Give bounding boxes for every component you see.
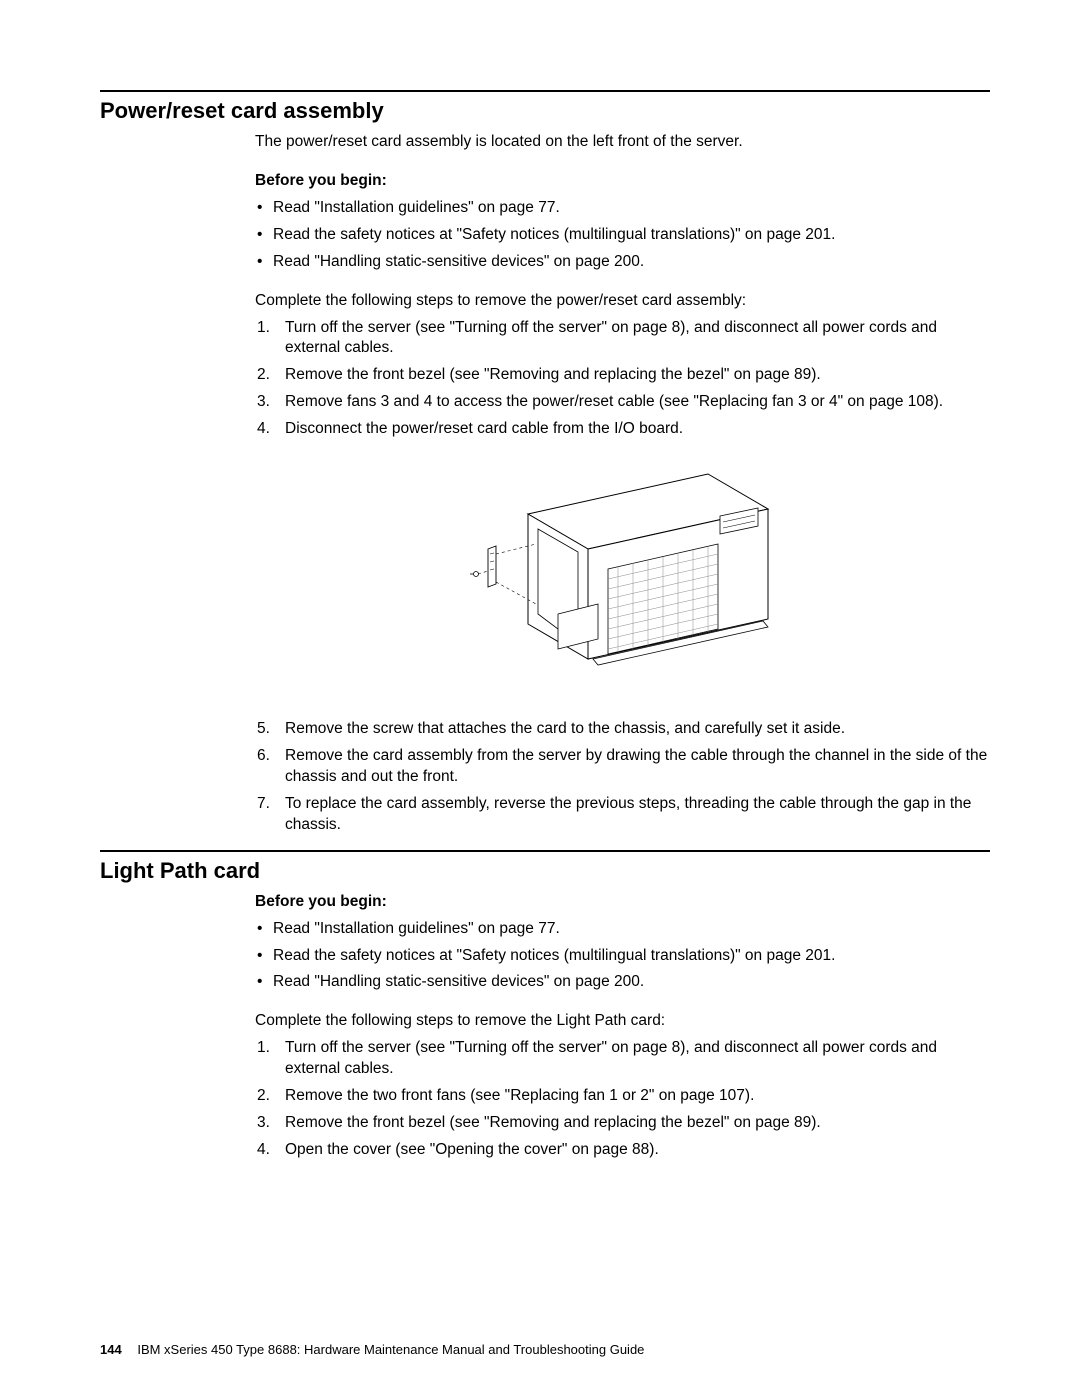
server-chassis-figure (255, 454, 990, 701)
section2-steps: Turn off the server (see "Turning off th… (255, 1038, 990, 1161)
section1-steps-b: Remove the screw that attaches the card … (255, 719, 990, 836)
section1-body: The power/reset card assembly is located… (255, 132, 990, 836)
list-item: Read "Handling static-sensitive devices"… (255, 972, 990, 993)
section2-before-list: Read "Installation guidelines" on page 7… (255, 919, 990, 994)
section2-before-heading: Before you begin: (255, 892, 990, 913)
page-footer: 144 IBM xSeries 450 Type 8688: Hardware … (100, 1342, 644, 1357)
page-number: 144 (100, 1342, 122, 1357)
list-item: Remove fans 3 and 4 to access the power/… (255, 392, 990, 413)
section1-title: Power/reset card assembly (100, 98, 990, 124)
section1-steps-intro: Complete the following steps to remove t… (255, 291, 990, 312)
list-item: Remove the card assembly from the server… (255, 746, 990, 788)
list-item: Turn off the server (see "Turning off th… (255, 318, 990, 360)
list-item: Open the cover (see "Opening the cover" … (255, 1140, 990, 1161)
list-item: Read the safety notices at "Safety notic… (255, 225, 990, 246)
rule-top-1 (100, 90, 990, 92)
section2-title: Light Path card (100, 858, 990, 884)
list-item: Read "Installation guidelines" on page 7… (255, 198, 990, 219)
section2-steps-intro: Complete the following steps to remove t… (255, 1011, 990, 1032)
list-item: Read "Installation guidelines" on page 7… (255, 919, 990, 940)
footer-text: IBM xSeries 450 Type 8688: Hardware Main… (137, 1342, 644, 1357)
document-page: Power/reset card assembly The power/rese… (0, 0, 1080, 1397)
list-item: Remove the front bezel (see "Removing an… (255, 1113, 990, 1134)
section1-intro: The power/reset card assembly is located… (255, 132, 990, 153)
list-item: Remove the two front fans (see "Replacin… (255, 1086, 990, 1107)
section1-steps-a: Turn off the server (see "Turning off th… (255, 318, 990, 441)
list-item: To replace the card assembly, reverse th… (255, 794, 990, 836)
list-item: Disconnect the power/reset card cable fr… (255, 419, 990, 440)
list-item: Remove the screw that attaches the card … (255, 719, 990, 740)
list-item: Read the safety notices at "Safety notic… (255, 946, 990, 967)
section1-before-list: Read "Installation guidelines" on page 7… (255, 198, 990, 273)
rule-top-2 (100, 850, 990, 852)
list-item: Remove the front bezel (see "Removing an… (255, 365, 990, 386)
list-item: Turn off the server (see "Turning off th… (255, 1038, 990, 1080)
section2-body: Before you begin: Read "Installation gui… (255, 892, 990, 1161)
list-item: Read "Handling static-sensitive devices"… (255, 252, 990, 273)
section1-before-heading: Before you begin: (255, 171, 990, 192)
